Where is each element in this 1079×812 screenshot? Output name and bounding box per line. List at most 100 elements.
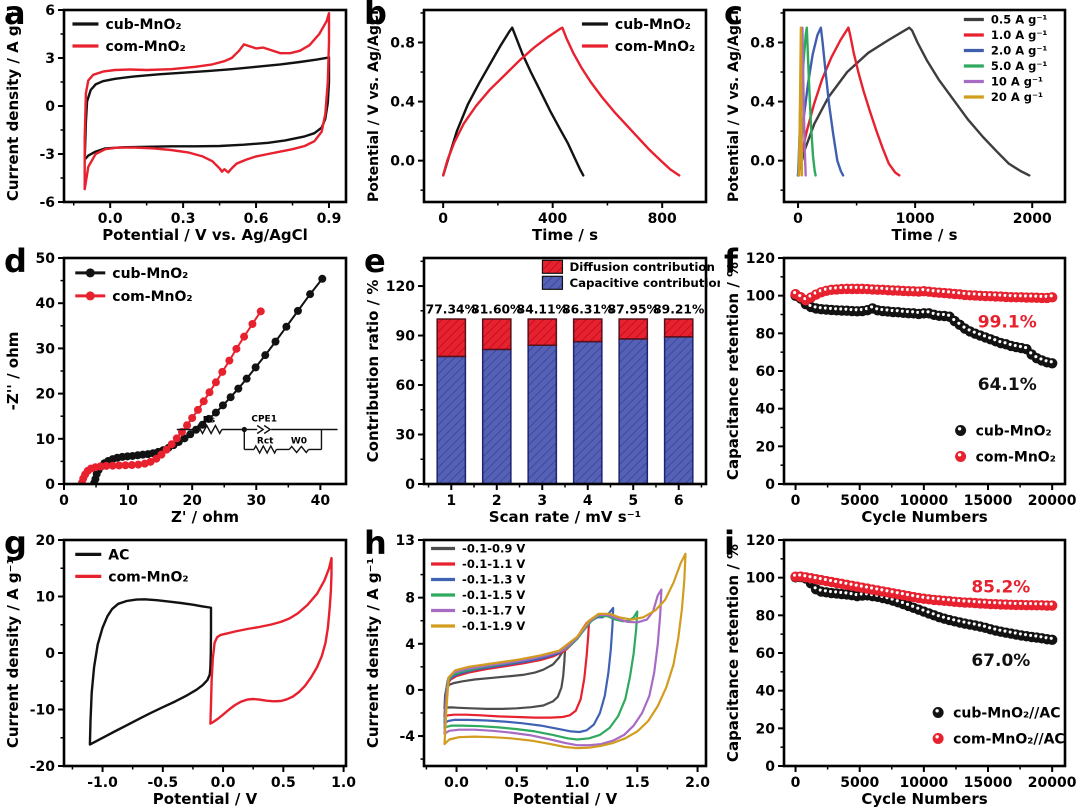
svg-text:5.0 A g⁻¹: 5.0 A g⁻¹ bbox=[991, 59, 1048, 73]
svg-text:Time / s: Time / s bbox=[532, 226, 598, 244]
svg-text:0: 0 bbox=[45, 646, 55, 662]
panel-f: f 0 5000 10000 15000 20000 0 20 40 60 80 100 120 Cyc… bbox=[720, 242, 1079, 530]
svg-text:40: 40 bbox=[36, 296, 56, 312]
svg-text:-4: -4 bbox=[399, 729, 415, 745]
svg-text:64.1%: 64.1% bbox=[978, 375, 1037, 395]
svg-text:100: 100 bbox=[746, 289, 775, 305]
svg-text:40: 40 bbox=[756, 684, 776, 700]
svg-text:0.5: 0.5 bbox=[271, 775, 296, 791]
svg-text:6: 6 bbox=[45, 3, 55, 19]
svg-text:13: 13 bbox=[396, 533, 415, 549]
svg-text:Z' / ohm: Z' / ohm bbox=[171, 508, 239, 526]
svg-text:1.0: 1.0 bbox=[331, 775, 356, 791]
svg-text:Potential / V: Potential / V bbox=[513, 790, 618, 808]
svg-text:0: 0 bbox=[791, 493, 801, 509]
svg-text:2: 2 bbox=[492, 493, 502, 509]
svg-text:-6: -6 bbox=[39, 195, 55, 211]
svg-text:20: 20 bbox=[36, 533, 56, 549]
svg-text:Rct: Rct bbox=[257, 436, 274, 446]
svg-text:Capacitance retention / %: Capacitance retention / % bbox=[724, 544, 742, 762]
svg-text:cub-MnO₂: cub-MnO₂ bbox=[976, 424, 1052, 440]
svg-text:cub-MnO₂: cub-MnO₂ bbox=[112, 266, 188, 282]
svg-text:85.2%: 85.2% bbox=[971, 578, 1030, 598]
svg-text:-0.1-1.3 V: -0.1-1.3 V bbox=[462, 573, 525, 587]
svg-text:3: 3 bbox=[537, 493, 547, 509]
svg-text:400: 400 bbox=[538, 211, 567, 227]
svg-text:10: 10 bbox=[36, 590, 56, 606]
svg-text:0: 0 bbox=[438, 211, 448, 227]
svg-text:Potential / V: Potential / V bbox=[153, 790, 258, 808]
svg-text:4: 4 bbox=[405, 637, 415, 653]
svg-text:1.5: 1.5 bbox=[625, 775, 650, 791]
svg-text:Cycle Numbers: Cycle Numbers bbox=[861, 790, 987, 808]
svg-text:com-MnO₂: com-MnO₂ bbox=[112, 289, 192, 305]
svg-text:Potential / V vs. Ag/AgCl: Potential / V vs. Ag/AgCl bbox=[102, 226, 308, 244]
svg-text:Capacitance retention / %: Capacitance retention / % bbox=[724, 262, 742, 480]
svg-text:0.9: 0.9 bbox=[317, 211, 342, 227]
svg-text:Potential / V vs. Ag/AgCl: Potential / V vs. Ag/AgCl bbox=[366, 10, 382, 202]
svg-text:-0.1-1.1 V: -0.1-1.1 V bbox=[462, 557, 525, 571]
svg-text:30: 30 bbox=[396, 428, 416, 444]
panel-b: b 0 400 800 0.0 0.4 0.8 Time / s Potential / V … bbox=[360, 0, 720, 248]
svg-text:0.8: 0.8 bbox=[750, 35, 775, 51]
panel-g-chart: -1.0 -0.5 0.0 0.5 1.0 -20 -10 0 10 20 Potential / … bbox=[4, 533, 356, 808]
svg-text:0.6: 0.6 bbox=[244, 211, 269, 227]
panel-c: c 0 1000 2000 0.0 0.4 0.8 Time / s Potential / … bbox=[720, 0, 1079, 248]
svg-text:Scan rate / mV s⁻¹: Scan rate / mV s⁻¹ bbox=[489, 508, 641, 526]
panel-h-chart: 0.0 0.5 1.0 1.5 2.0 -4 0 4 8 13 Potential / V Curre… bbox=[364, 533, 710, 808]
svg-text:0.0: 0.0 bbox=[98, 211, 123, 227]
svg-text:0: 0 bbox=[405, 477, 415, 493]
panel-h: h 0.0 0.5 1.0 1.5 2.0 -4 0 4 8 13 Potential / V Cur… bbox=[360, 527, 720, 812]
svg-text:2.0 A g⁻¹: 2.0 A g⁻¹ bbox=[991, 44, 1048, 58]
svg-text:0.8: 0.8 bbox=[390, 35, 415, 51]
panel-f-letter: f bbox=[724, 242, 738, 280]
svg-text:87.95%: 87.95% bbox=[608, 302, 659, 316]
svg-text:20: 20 bbox=[756, 439, 776, 455]
svg-text:40: 40 bbox=[311, 493, 331, 509]
svg-text:20: 20 bbox=[756, 721, 776, 737]
panel-d: d 0 10 20 30 40 0 10 20 30 40 50 Z' / ohm -Z'' / ohm… bbox=[0, 242, 360, 530]
svg-text:30: 30 bbox=[247, 493, 267, 509]
svg-text:1.0: 1.0 bbox=[565, 775, 590, 791]
svg-text:10: 10 bbox=[36, 432, 56, 448]
panel-e: e 1 2 3 4 5 6 0 30 60 90 120 77.34% 81.60% 84.11% 86.3… bbox=[360, 245, 720, 530]
svg-text:60: 60 bbox=[756, 364, 776, 380]
svg-text:81.60%: 81.60% bbox=[471, 302, 522, 316]
svg-text:Current density / A g⁻¹: Current density / A g⁻¹ bbox=[364, 558, 382, 748]
panel-d-letter: d bbox=[4, 242, 27, 280]
svg-text:-0.5: -0.5 bbox=[148, 775, 179, 791]
svg-text:86.31%: 86.31% bbox=[562, 302, 613, 316]
svg-text:120: 120 bbox=[746, 251, 775, 267]
svg-text:Current density / A g⁻¹: Current density / A g⁻¹ bbox=[4, 558, 22, 748]
svg-text:1: 1 bbox=[446, 493, 456, 509]
panel-i-letter: i bbox=[724, 524, 735, 562]
svg-text:15000: 15000 bbox=[964, 493, 1013, 509]
panel-a-chart: 0.0 0.3 0.6 0.9 -6 -3 0 3 6 Potential / V vs. Ag/… bbox=[4, 3, 348, 244]
svg-text:Time / s: Time / s bbox=[891, 226, 957, 244]
svg-text:15000: 15000 bbox=[964, 775, 1013, 791]
svg-text:0.4: 0.4 bbox=[750, 95, 775, 111]
svg-text:0: 0 bbox=[405, 683, 415, 699]
svg-text:90: 90 bbox=[396, 329, 416, 345]
panel-d-chart: 0 10 20 30 40 0 10 20 30 40 50 Z' / ohm -Z'' / ohm cu… bbox=[4, 251, 348, 526]
svg-text:com-MnO₂: com-MnO₂ bbox=[976, 450, 1056, 466]
svg-text:3: 3 bbox=[45, 51, 55, 67]
svg-text:1.0 A g⁻¹: 1.0 A g⁻¹ bbox=[991, 28, 1048, 42]
panel-a: a 0.0 0.3 0.6 0.9 -6 -3 0 3 6 Potential / V vs. A… bbox=[0, 0, 360, 248]
svg-text:Potential / V vs. Ag/AgCl: Potential / V vs. Ag/AgCl bbox=[726, 10, 742, 202]
svg-text:120: 120 bbox=[746, 533, 775, 549]
panel-a-letter: a bbox=[4, 0, 26, 32]
svg-text:-10: -10 bbox=[30, 703, 56, 719]
svg-text:0.0: 0.0 bbox=[750, 154, 775, 170]
svg-text:20: 20 bbox=[182, 493, 202, 509]
svg-text:800: 800 bbox=[648, 211, 677, 227]
svg-text:2.0: 2.0 bbox=[685, 775, 710, 791]
svg-text:AC: AC bbox=[108, 547, 129, 563]
svg-text:6: 6 bbox=[674, 493, 684, 509]
svg-text:cub-MnO₂: cub-MnO₂ bbox=[615, 17, 691, 33]
svg-text:60: 60 bbox=[396, 378, 416, 394]
panel-i-chart: 0 5000 10000 15000 20000 0 20 40 60 80 100 120 Cycle… bbox=[724, 533, 1077, 808]
svg-text:0.0: 0.0 bbox=[444, 775, 469, 791]
panel-b-letter: b bbox=[364, 0, 387, 32]
